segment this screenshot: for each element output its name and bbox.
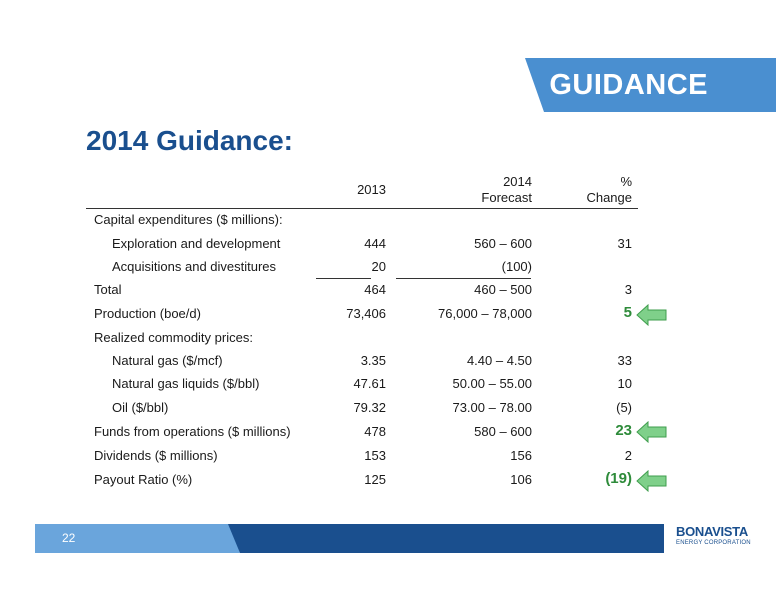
header-2013: 2013	[357, 182, 386, 197]
header-change: % Change	[586, 174, 632, 205]
left-arrow-icon	[636, 421, 667, 443]
row-label: Capital expenditures ($ millions):	[94, 212, 283, 227]
row-label: Total	[94, 282, 122, 297]
value-2013: 153	[364, 448, 386, 463]
value-change: (5)	[616, 400, 632, 415]
value-2013: 73,406	[346, 306, 386, 321]
row-label: Production (boe/d)	[94, 306, 201, 321]
value-2014: 106	[510, 472, 532, 487]
value-2014: 50.00 – 55.00	[452, 376, 532, 391]
left-arrow-icon	[636, 470, 667, 492]
left-arrow-icon	[636, 304, 667, 326]
footer-bar-left	[35, 524, 240, 553]
value-2014: (100)	[501, 259, 532, 274]
row-label: Payout Ratio (%)	[94, 472, 193, 487]
value-2013: 47.61	[353, 376, 386, 391]
section-banner: GUIDANCE	[525, 58, 776, 112]
value-2014: 73.00 – 78.00	[452, 400, 532, 415]
value-2013: 125	[364, 472, 386, 487]
page-number: 22	[62, 531, 76, 545]
value-2013: 464	[364, 282, 386, 297]
row-label: Natural gas ($/mcf)	[112, 353, 223, 368]
value-2013: 3.35	[360, 353, 386, 368]
value-2013: 478	[364, 424, 386, 439]
value-change-highlight: (19)	[605, 470, 632, 487]
value-2014: 4.40 – 4.50	[466, 353, 532, 368]
subtotal-rule	[316, 278, 371, 279]
value-2014: 76,000 – 78,000	[438, 306, 532, 321]
value-change: 3	[624, 282, 632, 297]
value-change-highlight: 23	[615, 422, 632, 439]
value-change: 10	[617, 376, 632, 391]
row-label: Acquisitions and divestitures	[112, 259, 277, 274]
row-label: Natural gas liquids ($/bbl)	[112, 376, 260, 391]
header-2014: 2014 Forecast	[481, 174, 532, 205]
row-label: Oil ($/bbl)	[112, 400, 169, 415]
row-label: Realized commodity prices:	[94, 330, 253, 345]
banner-label: GUIDANCE	[549, 69, 708, 101]
page-title: 2014 Guidance:	[86, 125, 293, 156]
value-2013: 444	[364, 236, 386, 251]
value-2014: 156	[510, 448, 532, 463]
value-change: 31	[617, 236, 632, 251]
footer-bar-right	[228, 524, 664, 553]
logo: BONAVISTA	[676, 524, 748, 539]
value-change-highlight: 5	[623, 304, 632, 321]
logo-subtitle: ENERGY CORPORATION	[676, 540, 751, 546]
value-2014: 560 – 600	[474, 236, 532, 251]
row-label: Funds from operations ($ millions)	[94, 424, 291, 439]
row-label: Dividends ($ millions)	[94, 448, 218, 463]
value-change: 2	[624, 448, 632, 463]
value-2013: 20	[371, 259, 386, 274]
row-label: Exploration and development	[112, 236, 281, 251]
value-2014: 580 – 600	[474, 424, 532, 439]
value-change: 33	[617, 353, 632, 368]
value-2014: 460 – 500	[474, 282, 532, 297]
subtotal-rule	[396, 278, 531, 279]
header-rule	[86, 208, 638, 209]
value-2013: 79.32	[353, 400, 386, 415]
